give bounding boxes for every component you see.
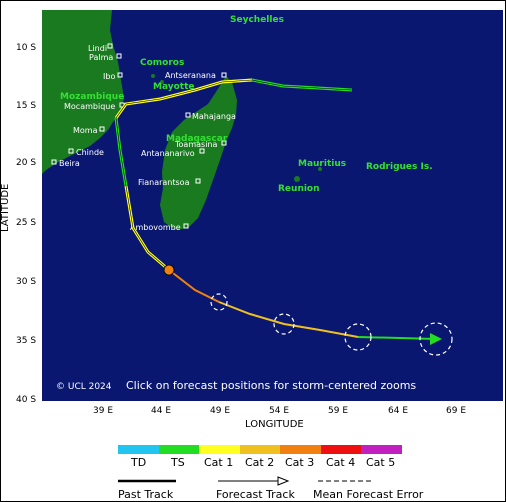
track-key-symbols [118, 476, 374, 486]
color-swatch-cat5 [361, 445, 403, 454]
lat-tick-30s: 30 S [16, 277, 37, 287]
madagascar-landmass [160, 76, 237, 230]
ambovombe-marker [183, 223, 189, 229]
forecast-arrow-symbol [277, 476, 290, 486]
mauritius-island [318, 167, 322, 171]
mauritius-label: Mauritius [298, 159, 346, 169]
legend-label-ts: TS [171, 456, 185, 469]
forecast-error-circle-4[interactable] [419, 322, 453, 356]
lon-tick-59e: 59 E [328, 406, 348, 416]
lat-tick-35s: 35 S [16, 336, 37, 346]
past-track-legend: Past Track [118, 488, 174, 501]
seychelles-label: Seychelles [230, 15, 284, 25]
chinde-marker [68, 148, 74, 154]
legend-label-cat4: Cat 4 [326, 456, 356, 469]
legend-label-cat1: Cat 1 [204, 456, 234, 469]
lindi-marker [107, 43, 113, 49]
antseranana-label: Antseranana [165, 71, 216, 80]
forecast-track-ts [357, 336, 437, 340]
lat-tick-15s: 15 S [16, 101, 37, 111]
palma-marker [116, 53, 122, 59]
africa-landmass [42, 10, 124, 174]
mahajanga-label: Mahajanga [192, 112, 236, 121]
color-swatch-cat3 [280, 445, 321, 454]
past-track-outline [115, 79, 353, 271]
latitude-axis-label: LATITUDE [0, 183, 11, 232]
antseranana-marker [221, 72, 227, 78]
ibo-label: Ibo [103, 72, 115, 81]
comoros-island [151, 74, 155, 78]
lat-tick-10s: 10 S [16, 43, 37, 53]
forecast-error-circle-3[interactable] [344, 323, 372, 351]
mayotte-label: Mayotte [153, 82, 195, 92]
comoros-label: Comoros [140, 58, 184, 68]
color-swatch-ts [158, 445, 200, 454]
beira-marker [51, 159, 57, 165]
lon-tick-39e: 39 E [93, 406, 113, 416]
lindi-label: Lindi [88, 44, 107, 53]
reunion-island [294, 176, 300, 182]
palma-label: Palma [89, 53, 113, 62]
chinde-label: Chinde [76, 148, 104, 157]
mean-forecast-error-legend: Mean Forecast Error [313, 488, 424, 501]
intensity-color-bar [118, 445, 403, 454]
longitude-axis-label: LONGITUDE [245, 419, 304, 430]
color-swatch-cat1 [199, 445, 240, 454]
forecast-error-circle-1[interactable] [210, 293, 228, 311]
ambovombe-label: Ambovombe [130, 223, 181, 232]
legend-label-cat2: Cat 2 [245, 456, 275, 469]
click-hint-text: Click on forecast positions for storm-ce… [126, 379, 416, 392]
antananarivo-marker [199, 148, 205, 154]
beira-label: Beira [59, 159, 80, 168]
moma-marker [99, 126, 105, 132]
antananarivo-label: Antananarivo [141, 149, 195, 158]
forecast-error-circle-2[interactable] [273, 313, 295, 335]
forecast-track-legend: Forecast Track [216, 488, 295, 501]
lon-tick-69e: 69 E [446, 406, 466, 416]
rodrigues-label: Rodrigues Is. [366, 162, 433, 172]
lat-tick-40s: 40 S [16, 395, 37, 405]
reunion-label: Reunion [278, 184, 320, 194]
moma-label: Moma [73, 126, 98, 135]
mayotte-island [160, 80, 164, 84]
ibo-marker [117, 72, 123, 78]
color-swatch-cat2 [239, 445, 281, 454]
copyright-text: © UCL 2024 [56, 382, 112, 392]
fianarantsoa-marker [195, 178, 201, 184]
mocambique-label: Mocambique [64, 102, 115, 111]
toamasina-label: Toamasina [174, 140, 217, 149]
fianarantsoa-label: Fianarantsoa [138, 178, 190, 187]
mahajanga-marker [185, 112, 191, 118]
forecast-arrowhead [430, 333, 442, 345]
current-position-marker[interactable] [163, 264, 175, 276]
storm-track-map: Seychelles Comoros Mayotte Mozambique Ma… [42, 10, 503, 401]
legend-label-td: TD [131, 456, 147, 469]
color-swatch-td [118, 445, 159, 454]
legend-label-cat5: Cat 5 [366, 456, 396, 469]
forecast-track-cat2 [218, 301, 359, 338]
lat-tick-25s: 25 S [16, 218, 37, 228]
lon-tick-49e: 49 E [210, 406, 230, 416]
lon-tick-54e: 54 E [269, 406, 289, 416]
lon-tick-44e: 44 E [151, 406, 171, 416]
forecast-track-cat3 [168, 269, 220, 303]
madagascar-label: Madagascar [166, 134, 228, 144]
color-swatch-cat4 [320, 445, 362, 454]
toamasina-marker [221, 140, 227, 146]
mozambique-label: Mozambique [60, 92, 124, 102]
lon-tick-64e: 64 E [388, 406, 408, 416]
lat-tick-20s: 20 S [16, 158, 37, 168]
legend-label-cat3: Cat 3 [285, 456, 315, 469]
